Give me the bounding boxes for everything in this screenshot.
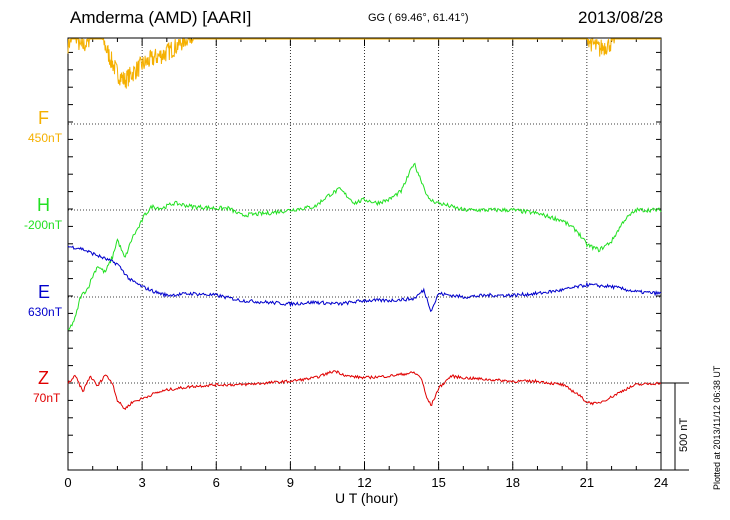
series-label-f: F (38, 108, 49, 128)
baseline-label-e: 630nT (28, 305, 63, 319)
series-line-e (67, 245, 662, 313)
series-line-h (67, 162, 662, 331)
x-tick-label-9: 9 (287, 475, 294, 490)
baseline-label-f: 450nT (28, 131, 63, 145)
station-title: Amderma (AMD) [AARI] (70, 8, 252, 27)
x-tick-label-0: 0 (64, 475, 71, 490)
series-line-z (67, 370, 662, 411)
plotted-timestamp: Plotted at 2013/11/12 06:38 UT (712, 365, 722, 490)
series-label-z: Z (38, 368, 49, 388)
x-tick-label-12: 12 (357, 475, 371, 490)
coordinates-label: GG ( 69.46°, 61.41°) (368, 12, 469, 24)
scale-bar-label: 500 nT (678, 417, 690, 452)
baseline-label-z: 70nT (33, 391, 61, 405)
x-tick-label-21: 21 (580, 475, 594, 490)
series-label-h: H (37, 195, 50, 215)
x-tick-label-15: 15 (431, 475, 445, 490)
x-tick-label-6: 6 (213, 475, 220, 490)
series-label-e: E (38, 282, 51, 302)
x-tick-label-18: 18 (506, 475, 520, 490)
x-tick-label-24: 24 (654, 475, 668, 490)
x-tick-label-3: 3 (139, 475, 146, 490)
date-label: 2013/08/28 (578, 8, 664, 27)
series-line-f (67, 38, 661, 89)
x-axis-label: U T (hour) (335, 490, 399, 506)
baseline-label-h: -200nT (24, 218, 63, 232)
